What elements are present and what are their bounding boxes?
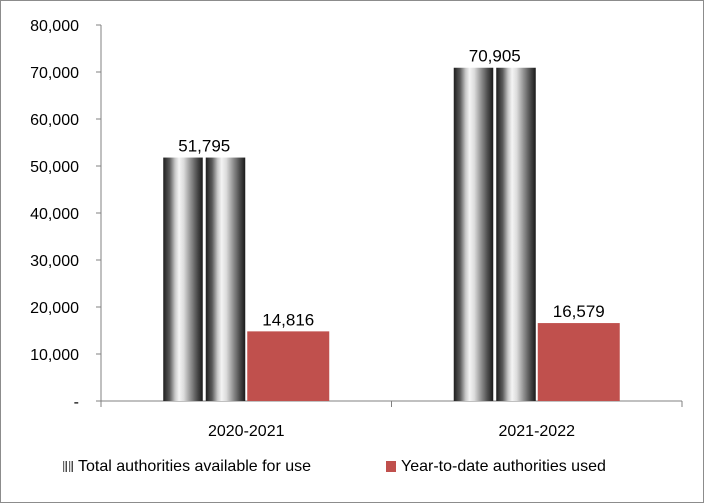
bars (163, 67, 620, 402)
bar-total-authorities (496, 67, 536, 402)
data-label: 14,816 (262, 310, 314, 329)
legend: Total authorities available for use Year-… (63, 458, 606, 475)
data-label: 16,579 (553, 302, 605, 321)
x-tick-label: 2020-2021 (208, 423, 285, 440)
legend-swatch (69, 461, 73, 472)
x-tick-label: 2021-2022 (498, 423, 575, 440)
bar-total-authorities (453, 67, 494, 402)
legend-label: Total authorities available for use (78, 458, 311, 475)
axes: - 10,000 20,000 30,000 40,000 50,000 60,000 70,… (30, 18, 683, 440)
bar-total-authorities (163, 157, 203, 401)
y-tick-label: 80,000 (30, 18, 79, 35)
legend-swatch (63, 461, 67, 472)
bar-authorities-used (247, 331, 330, 401)
data-label: 51,795 (178, 137, 230, 156)
legend-swatch (386, 461, 396, 472)
data-label: 70,905 (469, 47, 521, 66)
y-tick-label: 70,000 (30, 65, 79, 82)
y-tick-label: 60,000 (30, 112, 79, 129)
bar-authorities-used (537, 323, 620, 401)
y-tick-label: 30,000 (30, 253, 79, 270)
y-tick-label: 20,000 (30, 300, 79, 317)
y-tick-label: - (74, 394, 79, 411)
y-tick-label: 50,000 (30, 159, 79, 176)
data-labels: 51,795 14,816 70,905 16,579 (178, 47, 605, 330)
y-tick-label: 40,000 (30, 206, 79, 223)
legend-label: Year-to-date authorities used (401, 458, 606, 475)
bar-total-authorities (205, 157, 246, 401)
y-tick-label: 10,000 (30, 347, 79, 364)
